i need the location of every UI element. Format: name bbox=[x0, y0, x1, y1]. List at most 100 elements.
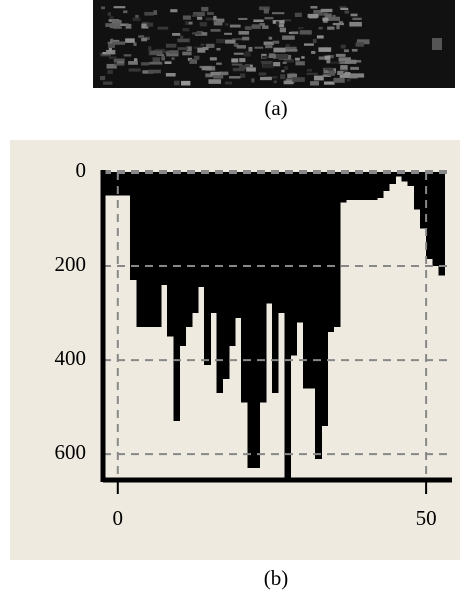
texture-pixel bbox=[216, 48, 220, 51]
texture-pixel bbox=[231, 58, 238, 62]
texture-pixel bbox=[352, 18, 361, 20]
texture-pixel bbox=[279, 24, 284, 27]
texture-pixel bbox=[340, 8, 348, 10]
texture-pixel bbox=[200, 22, 207, 26]
texture-pixel bbox=[326, 59, 330, 63]
texture-pixel bbox=[273, 48, 285, 53]
texture-pixel bbox=[245, 51, 249, 56]
texture-pixel bbox=[318, 47, 331, 52]
texture-pixel bbox=[246, 67, 256, 71]
texture-pixel bbox=[153, 10, 157, 15]
texture-pixel bbox=[291, 31, 298, 34]
texture-pixel bbox=[229, 76, 240, 78]
texture-pixel bbox=[225, 23, 228, 25]
texture-pixel bbox=[282, 35, 295, 39]
page: (a) 0200400600050 (b) (() => { const dat… bbox=[0, 0, 460, 599]
bar bbox=[204, 172, 211, 365]
bar bbox=[383, 172, 390, 191]
texture-pixel bbox=[242, 37, 249, 41]
x-tick-label: 0 bbox=[113, 506, 124, 530]
texture-pixel bbox=[110, 16, 114, 18]
texture-pixel bbox=[318, 27, 322, 30]
texture-pixel bbox=[211, 29, 221, 32]
bar bbox=[284, 172, 291, 478]
texture-pixel bbox=[213, 75, 223, 78]
texture-pixel bbox=[149, 62, 162, 65]
texture-pixel bbox=[269, 37, 273, 40]
texture-pixel bbox=[331, 61, 339, 63]
bar bbox=[124, 172, 131, 196]
texture-pixel bbox=[169, 50, 179, 54]
texture-pixel bbox=[333, 23, 344, 25]
bar bbox=[247, 172, 254, 468]
bar bbox=[438, 172, 445, 275]
texture-pixel bbox=[432, 38, 442, 50]
bar bbox=[179, 172, 186, 346]
texture-pixel bbox=[213, 16, 216, 21]
texture-pixel bbox=[172, 57, 175, 59]
texture-pixel bbox=[265, 44, 272, 48]
bar bbox=[192, 172, 199, 313]
bar bbox=[229, 172, 236, 346]
bar bbox=[414, 172, 421, 210]
texture-pixel bbox=[317, 35, 324, 38]
texture-pixel bbox=[295, 13, 302, 17]
texture-pixel bbox=[114, 6, 126, 8]
bar bbox=[161, 172, 168, 285]
bar bbox=[210, 172, 217, 313]
texture-pixel bbox=[194, 56, 199, 60]
bar bbox=[253, 172, 260, 468]
bar bbox=[167, 172, 174, 337]
bar bbox=[118, 172, 125, 196]
texture-pixel bbox=[197, 17, 202, 20]
texture-pixel bbox=[109, 48, 112, 53]
texture-pixel bbox=[264, 9, 269, 14]
texture-pixel bbox=[147, 23, 153, 27]
texture-pixel bbox=[344, 10, 349, 13]
texture-pixel bbox=[356, 42, 364, 47]
y-tick-label: 400 bbox=[55, 346, 87, 370]
texture-pixel bbox=[197, 48, 205, 53]
texture-pixel bbox=[182, 52, 191, 56]
texture-pixel bbox=[276, 21, 279, 25]
texture-pixel bbox=[174, 81, 180, 86]
texture-pixel bbox=[314, 76, 324, 81]
texture-pixel bbox=[345, 72, 351, 75]
bar bbox=[173, 172, 180, 421]
texture-pixel bbox=[108, 12, 111, 16]
texture-pixel bbox=[345, 60, 356, 64]
texture-pixel bbox=[328, 17, 340, 21]
texture-pixel bbox=[201, 44, 205, 46]
texture-pixel bbox=[180, 36, 183, 39]
texture-pixel bbox=[340, 65, 347, 70]
texture-pixel bbox=[324, 81, 335, 84]
texture-pixel bbox=[224, 33, 232, 35]
texture-pixel bbox=[276, 54, 288, 59]
texture-pixel bbox=[336, 54, 346, 57]
texture-pixel bbox=[148, 70, 161, 74]
texture-pixel bbox=[192, 15, 197, 17]
texture-pixel bbox=[273, 62, 280, 66]
bar bbox=[223, 172, 230, 379]
texture-pixel bbox=[283, 62, 287, 64]
bar bbox=[371, 172, 378, 200]
texture-pixel bbox=[272, 12, 284, 14]
texture-pixel bbox=[304, 43, 314, 45]
bar bbox=[334, 172, 341, 327]
bar bbox=[235, 172, 242, 318]
texture-pixel bbox=[192, 32, 201, 34]
bar bbox=[130, 172, 137, 280]
texture-pixel bbox=[255, 47, 264, 49]
texture-pixel bbox=[323, 70, 327, 74]
texture-pixel bbox=[189, 22, 193, 25]
texture-pixel bbox=[324, 56, 330, 60]
texture-pixel bbox=[110, 39, 113, 42]
texture-pixel bbox=[295, 58, 300, 61]
texture-pixel bbox=[233, 68, 245, 71]
texture-pixel bbox=[307, 69, 312, 72]
texture-pixel bbox=[269, 53, 275, 58]
texture-pixel bbox=[349, 22, 362, 27]
texture-pixel bbox=[208, 79, 221, 84]
bar bbox=[432, 172, 439, 266]
bar bbox=[346, 172, 353, 200]
